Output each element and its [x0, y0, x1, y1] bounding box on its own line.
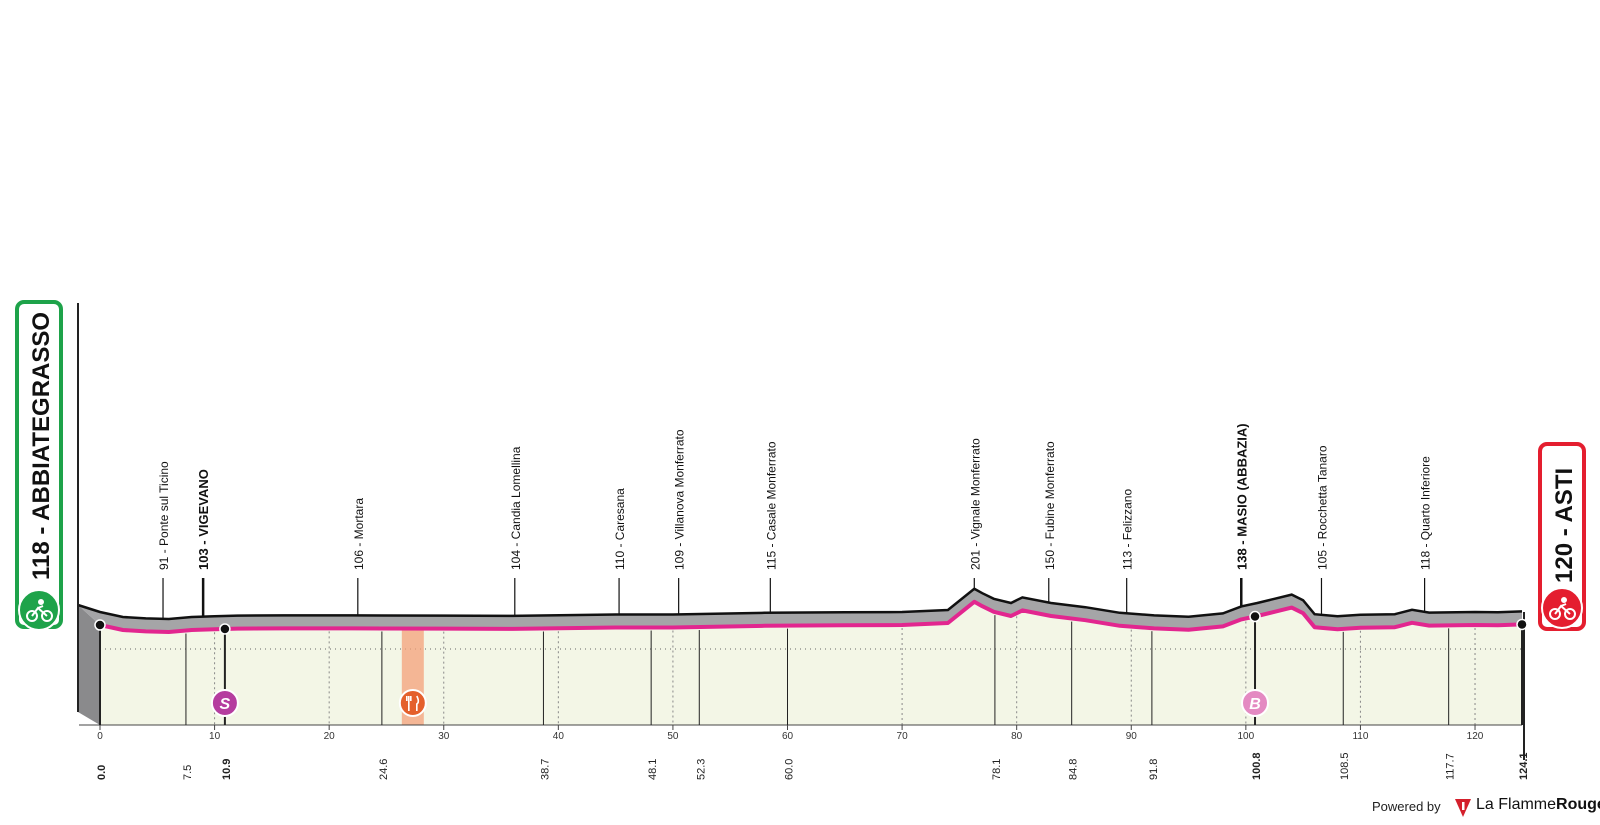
- finish-dot: [1516, 618, 1528, 631]
- start-finish-dots: [94, 618, 1528, 631]
- place-labels: 91 - Ponte sul Ticino 103 - VIGEVANO 106 -…: [157, 423, 1433, 619]
- place-label: 109 - Villanova Monferrato: [673, 429, 687, 570]
- brand-name-part1: La Flamme: [1476, 796, 1557, 813]
- profile-side-wall: [78, 605, 100, 725]
- feed-icon: [398, 689, 427, 717]
- x-tick-label: 40: [553, 731, 565, 742]
- place-label: 113 - Felizzano: [1121, 489, 1135, 570]
- x-tick-label: 60: [782, 731, 794, 742]
- km-marker-label: 7.5: [182, 765, 194, 780]
- lowland-band: [100, 601, 1522, 725]
- route-line: [99, 599, 1523, 634]
- terrain-ridge-line: [77, 587, 1523, 621]
- place-label: 104 - Candia Lomellina: [509, 446, 523, 570]
- terrain-band: [78, 588, 1522, 632]
- km-marker-label: 117.7: [1445, 753, 1457, 780]
- km-marker-label: 10.9: [221, 759, 233, 780]
- x-tick-label: 0: [97, 731, 103, 742]
- x-tick-label: 100: [1238, 731, 1255, 742]
- lowland-fill: [100, 601, 1522, 725]
- x-axis-ticks: 0 10 20 30 40 50 60 70 80 90 100 110 120: [97, 725, 1484, 742]
- brand-name: La FlammeRouge: [1476, 796, 1600, 814]
- x-tick-label: 50: [667, 731, 679, 742]
- km-marker-label: 124.1: [1518, 752, 1530, 780]
- x-tick-label: 110: [1352, 731, 1368, 742]
- km-marker-label: 91.8: [1148, 759, 1160, 780]
- sprint-dot: [219, 623, 231, 635]
- km-marker-label: 24.6: [378, 759, 390, 780]
- place-label: 201 - Vignale Monferrato: [968, 438, 982, 570]
- x-tick-label: 80: [1011, 731, 1023, 742]
- place-label: 110 - Caresana: [613, 488, 627, 570]
- km-marker-label: 38.7: [539, 759, 551, 780]
- finish-banner: 120 - ASTI: [1538, 442, 1586, 631]
- bonus-icon: [1241, 689, 1270, 717]
- km-marker-label: 48.1: [647, 759, 659, 780]
- x-tick-label: 120: [1467, 731, 1484, 742]
- km-marker-label: 0.0: [96, 765, 108, 780]
- flame-logo-icon: [1455, 799, 1471, 817]
- km-marker-label: 108.5: [1339, 752, 1351, 780]
- brand-name-part2: Rouge: [1556, 796, 1600, 813]
- bonus-icon-label: B: [1249, 696, 1261, 713]
- powered-by-text: Powered by: [1372, 799, 1441, 814]
- x-tick-label: 20: [324, 731, 336, 742]
- place-label: 91 - Ponte sul Ticino: [157, 461, 171, 570]
- start-label: 118 - ABBIATEGRASSO: [28, 312, 55, 580]
- place-label: 138 - MASIO (ABBAZIA): [1234, 423, 1249, 570]
- start-dot: [94, 619, 106, 631]
- bonus-dot: [1249, 610, 1261, 623]
- km-marker-label: 78.1: [991, 759, 1003, 780]
- km-marker-label: 52.3: [695, 759, 707, 780]
- cyclist-icon: [26, 599, 53, 622]
- finish-label: 120 - ASTI: [1551, 468, 1578, 583]
- place-label: 105 - Rocchetta Tanaro: [1315, 445, 1329, 570]
- km-marker-label: 60.0: [784, 759, 796, 780]
- cyclist-icon: [1549, 597, 1576, 620]
- km-marker-label: 84.8: [1068, 759, 1080, 780]
- x-tick-label: 30: [438, 731, 450, 742]
- start-banner: 118 - ABBIATEGRASSO: [15, 300, 63, 631]
- place-label: 106 - Mortara: [352, 498, 366, 570]
- x-tick-label: 90: [1126, 731, 1138, 742]
- sprint-icon-label: S: [220, 696, 231, 713]
- place-label: 103 - VIGEVANO: [196, 469, 211, 570]
- place-label: 118 - Quarto Inferiore: [1419, 456, 1433, 570]
- place-label: 150 - Fubine Monferrato: [1043, 441, 1057, 570]
- x-tick-label: 70: [897, 731, 909, 742]
- place-label: 115 - Casale Monferrato: [764, 441, 778, 570]
- km-marker-label: 100.8: [1251, 752, 1263, 780]
- sprint-icon: [210, 689, 239, 717]
- cutlery-icon: [406, 695, 420, 711]
- x-tick-label: 10: [209, 731, 221, 742]
